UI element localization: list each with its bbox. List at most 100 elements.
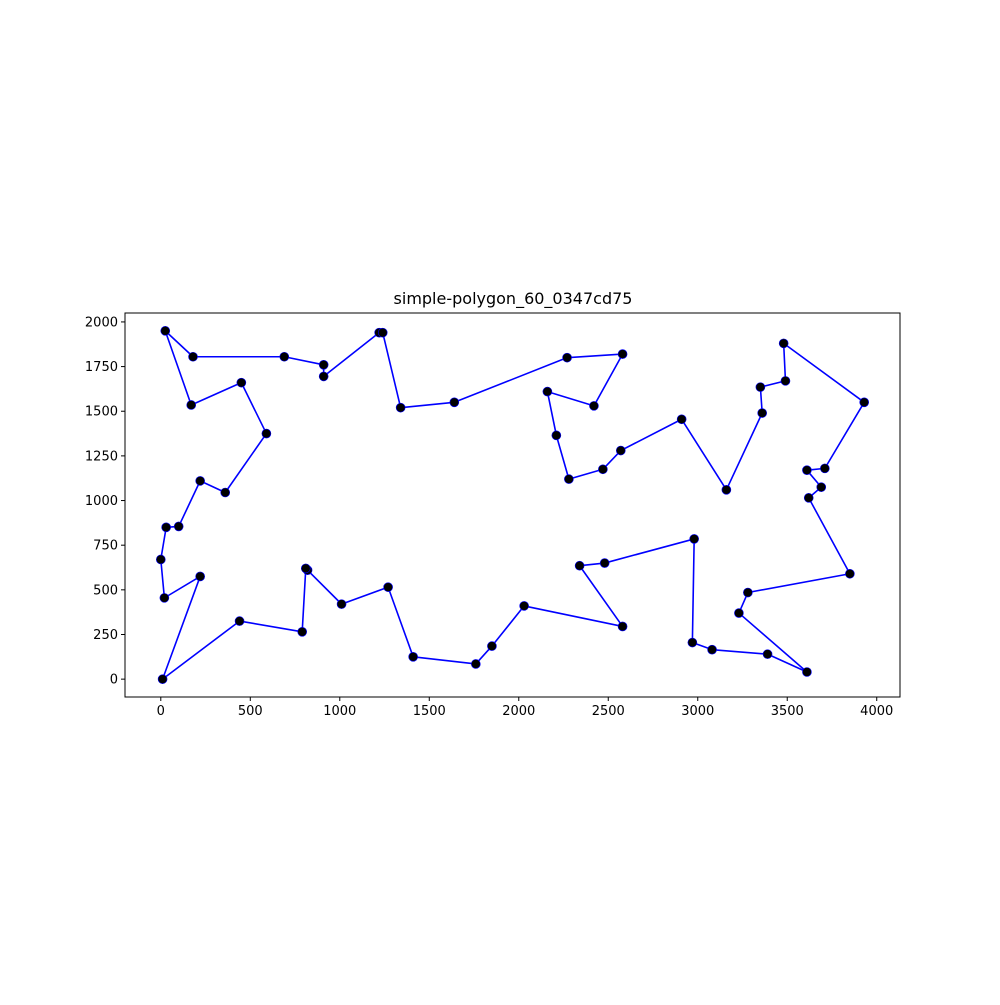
polygon-edge — [824, 401, 866, 470]
x-tick-label: 2000 — [502, 704, 535, 719]
y-tick-label: 2000 — [85, 315, 118, 330]
vertex-point — [159, 593, 170, 603]
vertex-point — [757, 408, 767, 418]
polygon-edge — [555, 434, 570, 480]
polygon-edge — [161, 575, 201, 680]
vertex-point — [598, 464, 608, 475]
vertex-point — [395, 402, 406, 413]
y-tick-label: 1250 — [85, 449, 118, 464]
vertex-point — [845, 568, 855, 579]
polygon-edge — [159, 526, 167, 561]
x-tick-label: 2500 — [592, 704, 625, 719]
axes: 0 500 1000 1500 2000 2500 3000 3500 4000 0 250 500 7… — [85, 315, 893, 719]
x-tick-label: 0 — [157, 704, 165, 719]
vertex-point — [318, 359, 329, 370]
x-tick-label: 1000 — [323, 704, 356, 719]
vertex-point — [564, 474, 574, 484]
vertex-point — [383, 582, 393, 592]
vertex-point — [449, 397, 460, 408]
polygon-edge — [159, 558, 166, 599]
vertex-point — [707, 644, 717, 655]
vertex-point — [599, 558, 610, 568]
polygon-edge — [782, 342, 866, 404]
polygon-edge — [163, 575, 201, 599]
y-tick-label: 1000 — [85, 494, 118, 509]
vertex-point — [676, 414, 687, 425]
polygon-edge — [593, 353, 624, 407]
polygon-edge — [619, 418, 683, 452]
y-tick-label: 0 — [110, 673, 118, 688]
y-tick-label: 1500 — [85, 405, 118, 420]
plot-frame — [124, 312, 901, 698]
polygon-edge — [711, 648, 769, 655]
polygon-edge — [680, 418, 728, 491]
polygon-edge — [190, 381, 243, 406]
polygon-edge — [491, 605, 525, 647]
y-tick-label: 250 — [93, 628, 118, 643]
vertex-point — [780, 376, 791, 386]
polygon-edge — [546, 390, 558, 437]
vertex-point — [487, 641, 497, 651]
vertex-point — [377, 327, 388, 338]
polygon-edge — [164, 330, 194, 358]
polygon-edge — [283, 355, 325, 366]
polygon-edge — [301, 567, 307, 633]
vertex-point — [195, 571, 205, 582]
vertex-point — [195, 476, 205, 486]
polygon-edge — [546, 390, 595, 407]
x-tick-label: 1500 — [413, 704, 446, 719]
polygon-edge — [747, 572, 851, 594]
polygon-edge — [238, 620, 303, 633]
vertex-point — [279, 351, 290, 362]
vertex-point — [408, 652, 418, 662]
polygon-edge — [177, 480, 201, 528]
vertex-point — [820, 463, 830, 474]
polygon-outline — [159, 330, 866, 680]
y-tick-label: 500 — [93, 583, 118, 598]
polygon-edge — [306, 569, 343, 605]
vertex-point — [300, 563, 311, 574]
polygon-edge — [387, 586, 414, 658]
vertex-point — [471, 659, 481, 669]
polygon-edge — [322, 331, 380, 378]
vertex-point — [617, 349, 628, 359]
vertex-point — [519, 601, 529, 611]
polygon-edge — [523, 605, 624, 628]
vertex-point — [155, 554, 166, 565]
polygon-vertices — [155, 326, 870, 684]
polygon-edge — [164, 330, 193, 406]
vertex-point — [234, 616, 245, 626]
vertex-point — [816, 482, 827, 492]
polygon-edge — [578, 564, 624, 628]
chart-title: simple-polygon_60_0347cd75 — [394, 289, 633, 309]
polygon-edge — [412, 656, 477, 665]
vertex-point — [574, 560, 585, 571]
y-tick-label: 750 — [93, 539, 118, 554]
vertex-point — [778, 338, 789, 349]
polygon-edge — [568, 468, 604, 480]
vertex-point — [173, 521, 184, 532]
vertex-point — [755, 382, 766, 392]
vertex-point — [220, 487, 231, 498]
vertex-point — [551, 430, 562, 441]
vertex-point — [762, 649, 773, 659]
x-tick-label: 500 — [238, 704, 263, 719]
vertex-point — [615, 445, 626, 456]
vertex-point — [157, 674, 168, 684]
vertex-point — [689, 534, 699, 544]
vertex-point — [261, 428, 272, 439]
polygon-edge — [603, 538, 695, 564]
vertex-point — [236, 377, 247, 388]
polygon-edge — [240, 381, 268, 435]
polygon-edge — [340, 586, 389, 605]
vertex-point — [721, 485, 732, 495]
vertex-point — [802, 465, 812, 475]
y-tick-label: 1750 — [85, 360, 118, 375]
polygon-edge — [566, 353, 624, 359]
polygon-edge — [453, 356, 568, 404]
polygon-edge — [725, 412, 763, 491]
vertex-point — [318, 371, 329, 382]
vertex-point — [734, 608, 744, 618]
